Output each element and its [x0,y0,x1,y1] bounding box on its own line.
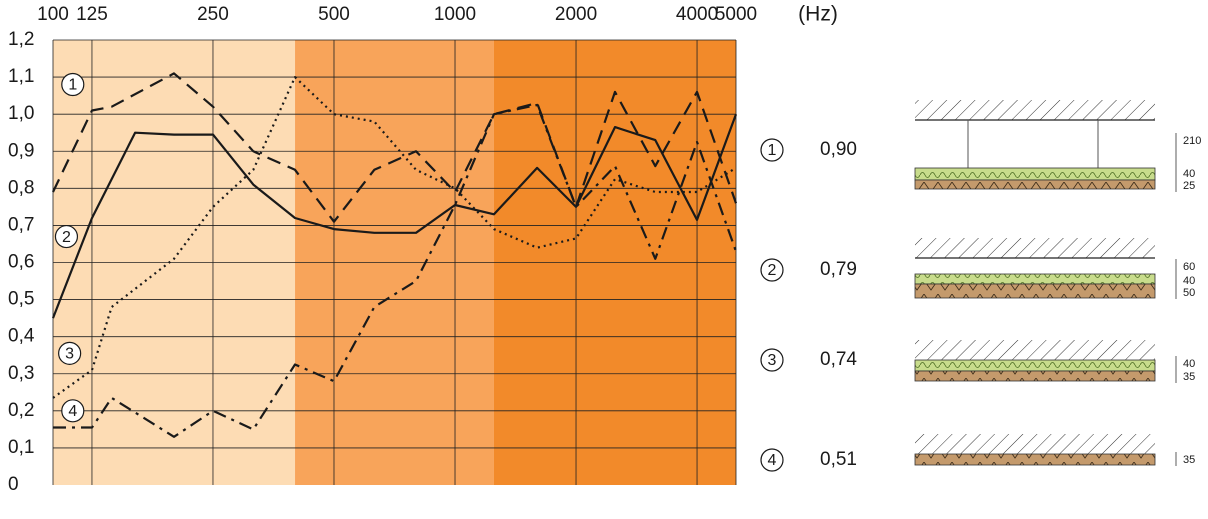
slab-hatch [915,434,1155,454]
series-marker-4: 4 [61,399,85,423]
marker-label: 3 [65,346,74,363]
y-tick-label: 0,4 [8,326,35,347]
series-marker-3: 3 [58,341,82,365]
legend-marker-label: 2 [768,262,777,279]
wood-layer [914,453,1156,466]
legend-marker-label: 3 [768,352,777,369]
slab-hatch [915,238,1155,258]
legend-marker-label: 1 [768,142,777,159]
series-line-3 [52,75,737,399]
y-tick-label: 0,6 [8,252,34,273]
marker-label: 4 [68,403,77,420]
layer-thickness-label: 35 [1183,454,1195,466]
marker-label: 1 [68,77,77,94]
legend-value: 0,79 [820,259,857,280]
legend-marker-circle [760,138,784,162]
y-tick-label: 0,5 [8,289,34,310]
marker-circle [61,72,85,97]
layer-thickness-label: 60 [1183,261,1195,273]
slab-hatch [915,340,1155,360]
x-tick-label: 500 [318,4,350,25]
layer-thickness-label: 35 [1183,371,1195,383]
legend-value: 0,90 [820,139,857,160]
foam-layer [914,167,1156,181]
legend-marker-circle [760,348,784,372]
legend-item-4: 4 0,51 35 [760,434,1195,472]
x-tick-label: 5000 [715,4,757,25]
x-tick-label: 125 [76,4,108,25]
series-line-1 [52,72,738,223]
layer-thickness-label: 40 [1183,168,1195,180]
x-tick-label: 2000 [555,4,597,25]
marker-circle [58,341,82,365]
wood-layer [914,283,1156,299]
x-tick-label: 1000 [434,4,476,25]
y-tick-label: 1,0 [8,103,34,124]
marker-circle [61,399,85,423]
slab-hatch [915,100,1155,120]
layer-thickness-label: 40 [1183,358,1195,370]
x-tick-label: 250 [197,4,229,25]
x-unit-label: (Hz) [798,3,838,26]
y-tick-label: 1,2 [8,29,34,50]
y-tick-label: 0 [8,474,19,495]
y-tick-label: 0,9 [8,140,34,161]
legend-marker-circle [760,448,784,472]
foam-layer [914,359,1156,372]
y-tick-label: 0,7 [8,214,34,235]
y-tick-label: 0,8 [8,177,34,198]
marker-label: 2 [62,229,71,246]
x-tick-label: 100 [37,4,69,25]
y-tick-label: 0,3 [8,363,34,384]
y-tick-label: 1,1 [8,66,34,87]
layer-thickness-label: 40 [1183,275,1195,287]
wood-layer [914,179,1156,190]
x-tick-label: 4000 [676,4,718,25]
series-marker-2: 2 [54,224,79,249]
legend-value: 0,51 [820,449,857,470]
legend-marker-label: 4 [768,452,777,469]
legend-value: 0,74 [820,349,857,370]
wood-layer [914,370,1156,382]
series-line-4 [53,103,738,438]
y-tick-label: 0,1 [8,437,34,458]
series-line-2 [51,113,738,319]
layer-thickness-label: 210 [1183,135,1201,147]
layer-thickness-label: 25 [1183,180,1195,192]
foam-layer [914,273,1156,285]
series-marker-1: 1 [61,72,85,97]
marker-circle [54,224,79,249]
layer-thickness-label: 50 [1183,287,1195,299]
y-tick-label: 0,2 [8,400,34,421]
legend-marker-circle [760,258,784,282]
